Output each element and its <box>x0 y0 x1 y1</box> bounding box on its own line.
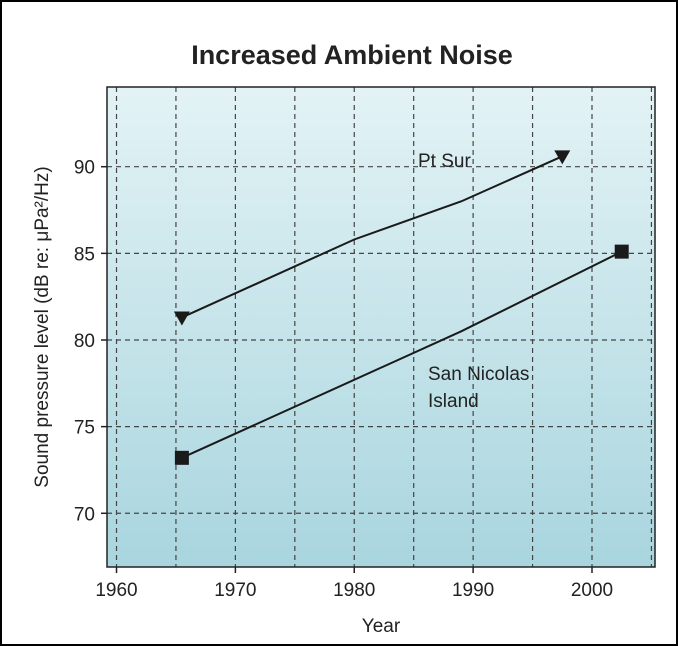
marker <box>614 244 629 259</box>
marker <box>173 311 190 326</box>
chart-title: Increased Ambient Noise <box>191 40 513 70</box>
y-tick-label: 70 <box>74 504 95 525</box>
marker <box>174 450 189 465</box>
y-axis-label: Sound pressure level (dB re: μPa²/Hz) <box>32 166 53 487</box>
marker <box>554 150 571 165</box>
x-tick-label: 1990 <box>452 580 494 601</box>
x-tick-label: 1970 <box>214 580 256 601</box>
plot-area <box>107 87 655 567</box>
x-tick-label: 1960 <box>95 580 137 601</box>
x-tick-label: 2000 <box>571 580 613 601</box>
series-line <box>181 155 563 319</box>
y-tick-label: 80 <box>74 331 95 352</box>
y-tick-label: 75 <box>74 418 95 439</box>
series-line <box>181 250 623 459</box>
plot-border <box>106 86 656 568</box>
x-axis-label: Year <box>362 616 401 637</box>
y-tick-label: 90 <box>74 158 95 179</box>
x-tick-label: 1980 <box>333 580 375 601</box>
series-label: San Nicolas Island <box>428 364 530 412</box>
series-label: Pt Sur <box>418 151 471 172</box>
y-tick-label: 85 <box>74 244 95 265</box>
